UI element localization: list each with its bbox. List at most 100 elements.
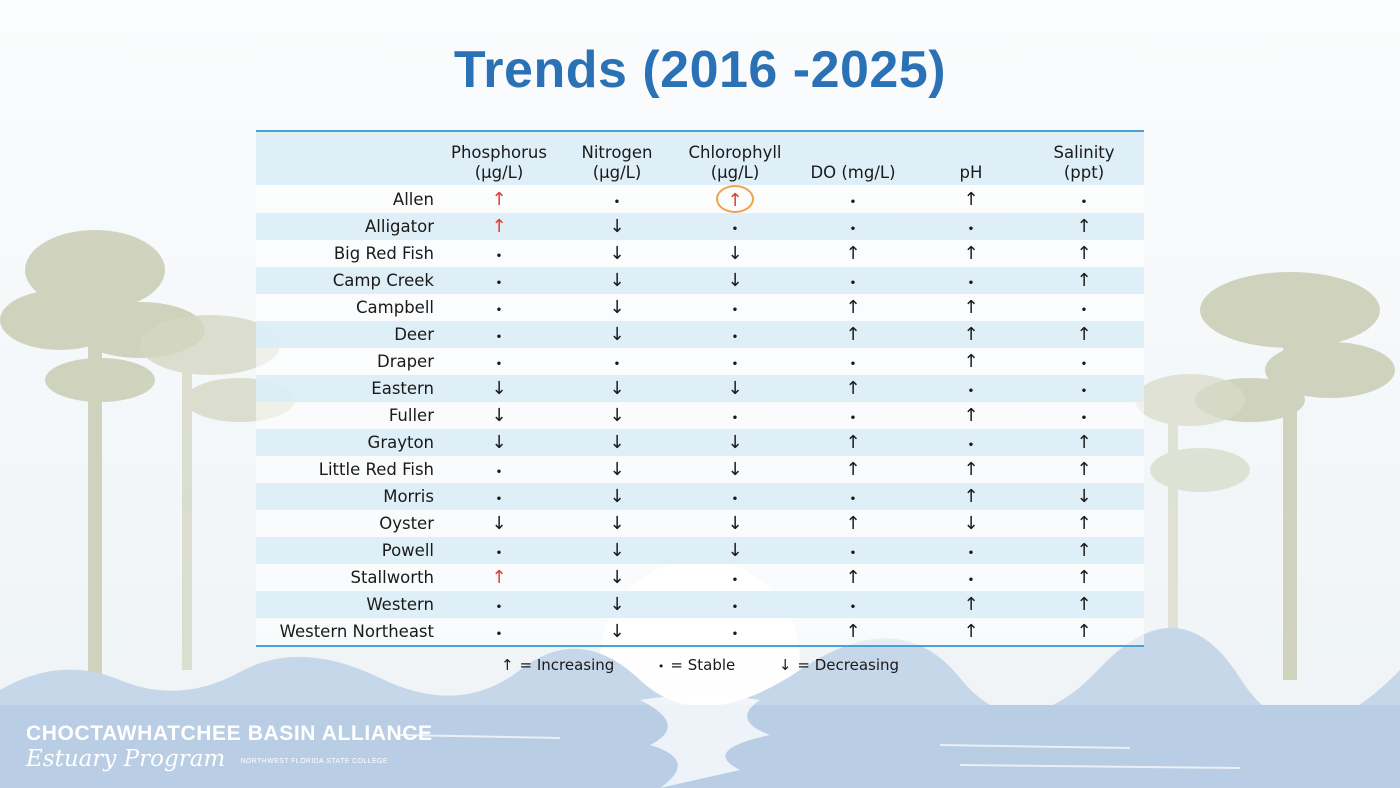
trend-up-icon: ↑ (1076, 594, 1092, 615)
trend-down-icon: ↓ (491, 513, 507, 534)
trend-up-icon: ↑ (845, 243, 861, 264)
header-salinity: Salinity (ppt) (1024, 131, 1144, 185)
phosphorus-cell: • (446, 240, 552, 267)
table-row: Powell • ↓ ↓ • • ↑ (256, 537, 1144, 564)
salinity-cell: • (1024, 375, 1144, 402)
nitrogen-cell: • (552, 348, 682, 375)
phosphorus-cell: • (446, 618, 552, 646)
trend-down-icon: ↓ (727, 540, 743, 561)
salinity-cell: • (1024, 185, 1144, 213)
nitrogen-cell: ↓ (552, 294, 682, 321)
chlorophyll-cell: ↓ (682, 267, 788, 294)
trend-stable-icon: • (849, 359, 857, 370)
ph-cell: ↑ (918, 321, 1024, 348)
table-row: Campbell • ↓ • ↑ ↑ • (256, 294, 1144, 321)
salinity-cell: • (1024, 348, 1144, 375)
trend-stable-icon: • (967, 440, 975, 451)
phosphorus-cell: ↑ (446, 213, 552, 240)
trend-down-icon: ↓ (609, 594, 625, 615)
do-cell: ↑ (788, 456, 918, 483)
chlorophyll-cell: • (682, 294, 788, 321)
site-name: Camp Creek (256, 267, 446, 294)
phosphorus-cell: • (446, 456, 552, 483)
trend-up-icon: ↑ (963, 351, 979, 372)
trend-down-icon: ↓ (609, 432, 625, 453)
trend-up-icon: ↑ (845, 432, 861, 453)
do-cell: ↑ (788, 240, 918, 267)
trend-down-icon: ↓ (609, 243, 625, 264)
trend-stable-icon: • (495, 251, 503, 262)
ph-cell: ↑ (918, 456, 1024, 483)
trend-down-icon: ↓ (609, 567, 625, 588)
trend-down-icon: ↓ (1076, 486, 1092, 507)
ph-cell: • (918, 267, 1024, 294)
trend-up-icon: ↑ (491, 216, 507, 237)
site-name: Alligator (256, 213, 446, 240)
site-name: Oyster (256, 510, 446, 537)
phosphorus-cell: ↓ (446, 375, 552, 402)
nitrogen-cell: ↓ (552, 591, 682, 618)
trend-stable-icon: • (495, 467, 503, 478)
trends-table: Phosphorus (µg/L) Nitrogen (µg/L) Chloroph… (256, 130, 1144, 647)
trend-stable-icon: • (731, 305, 739, 316)
chlorophyll-cell: • (682, 213, 788, 240)
trend-up-icon: ↑ (963, 324, 979, 345)
nitrogen-cell: • (552, 185, 682, 213)
phosphorus-cell: • (446, 483, 552, 510)
trend-down-icon: ↓ (609, 378, 625, 399)
nitrogen-cell: ↓ (552, 618, 682, 646)
trend-stable-icon: • (1080, 196, 1088, 208)
trend-stable-icon: • (731, 602, 739, 613)
salinity-cell: ↑ (1024, 240, 1144, 267)
ph-cell: ↑ (918, 240, 1024, 267)
table-row: Draper • • • • ↑ • (256, 348, 1144, 375)
trend-stable-icon: • (495, 602, 503, 613)
salinity-cell: ↑ (1024, 321, 1144, 348)
phosphorus-cell: • (446, 348, 552, 375)
phosphorus-cell: • (446, 294, 552, 321)
do-cell: • (788, 402, 918, 429)
do-cell: • (788, 348, 918, 375)
site-name: Grayton (256, 429, 446, 456)
phosphorus-cell: ↓ (446, 402, 552, 429)
salinity-cell: ↑ (1024, 510, 1144, 537)
trend-stable-icon: • (849, 494, 857, 505)
table-row: Western Northeast • ↓ • ↑ ↑ ↑ (256, 618, 1144, 646)
trend-stable-icon: • (495, 278, 503, 289)
trend-up-icon: ↑ (845, 297, 861, 318)
header-ph: pH (918, 131, 1024, 185)
legend: ↑ = Increasing • = Stable ↓ = Decreasing (0, 656, 1400, 674)
nitrogen-cell: ↓ (552, 375, 682, 402)
trend-up-icon: ↑ (845, 513, 861, 534)
trend-up-icon: ↑ (1076, 567, 1092, 588)
trend-stable-icon: • (849, 278, 857, 289)
trend-up-icon: ↑ (1076, 270, 1092, 291)
trend-down-icon: ↓ (609, 513, 625, 534)
trend-down-icon: ↓ (727, 459, 743, 480)
nitrogen-cell: ↓ (552, 510, 682, 537)
trend-stable-icon: • (1080, 386, 1088, 397)
phosphorus-cell: • (446, 321, 552, 348)
nitrogen-cell: ↓ (552, 537, 682, 564)
trend-down-icon: ↓ (609, 459, 625, 480)
trend-up-icon: ↑ (1076, 513, 1092, 534)
trend-down-icon: ↓ (727, 432, 743, 453)
ph-cell: • (918, 213, 1024, 240)
trend-up-icon: ↑ (1076, 459, 1092, 480)
table-row: Eastern ↓ ↓ ↓ ↑ • • (256, 375, 1144, 402)
trend-stable-icon: • (967, 548, 975, 559)
trend-up-icon: ↑ (491, 567, 507, 588)
trend-down-icon: ↓ (609, 216, 625, 237)
phosphorus-cell: • (446, 267, 552, 294)
do-cell: • (788, 483, 918, 510)
trend-down-icon: ↓ (609, 297, 625, 318)
do-cell: ↑ (788, 618, 918, 646)
ph-cell: ↑ (918, 483, 1024, 510)
table-row: Big Red Fish • ↓ ↓ ↑ ↑ ↑ (256, 240, 1144, 267)
chlorophyll-cell: • (682, 618, 788, 646)
ph-cell: ↑ (918, 348, 1024, 375)
chlorophyll-cell: ↓ (682, 537, 788, 564)
do-cell: • (788, 185, 918, 213)
trend-down-icon: ↓ (727, 378, 743, 399)
trend-stable-icon: • (613, 196, 621, 208)
